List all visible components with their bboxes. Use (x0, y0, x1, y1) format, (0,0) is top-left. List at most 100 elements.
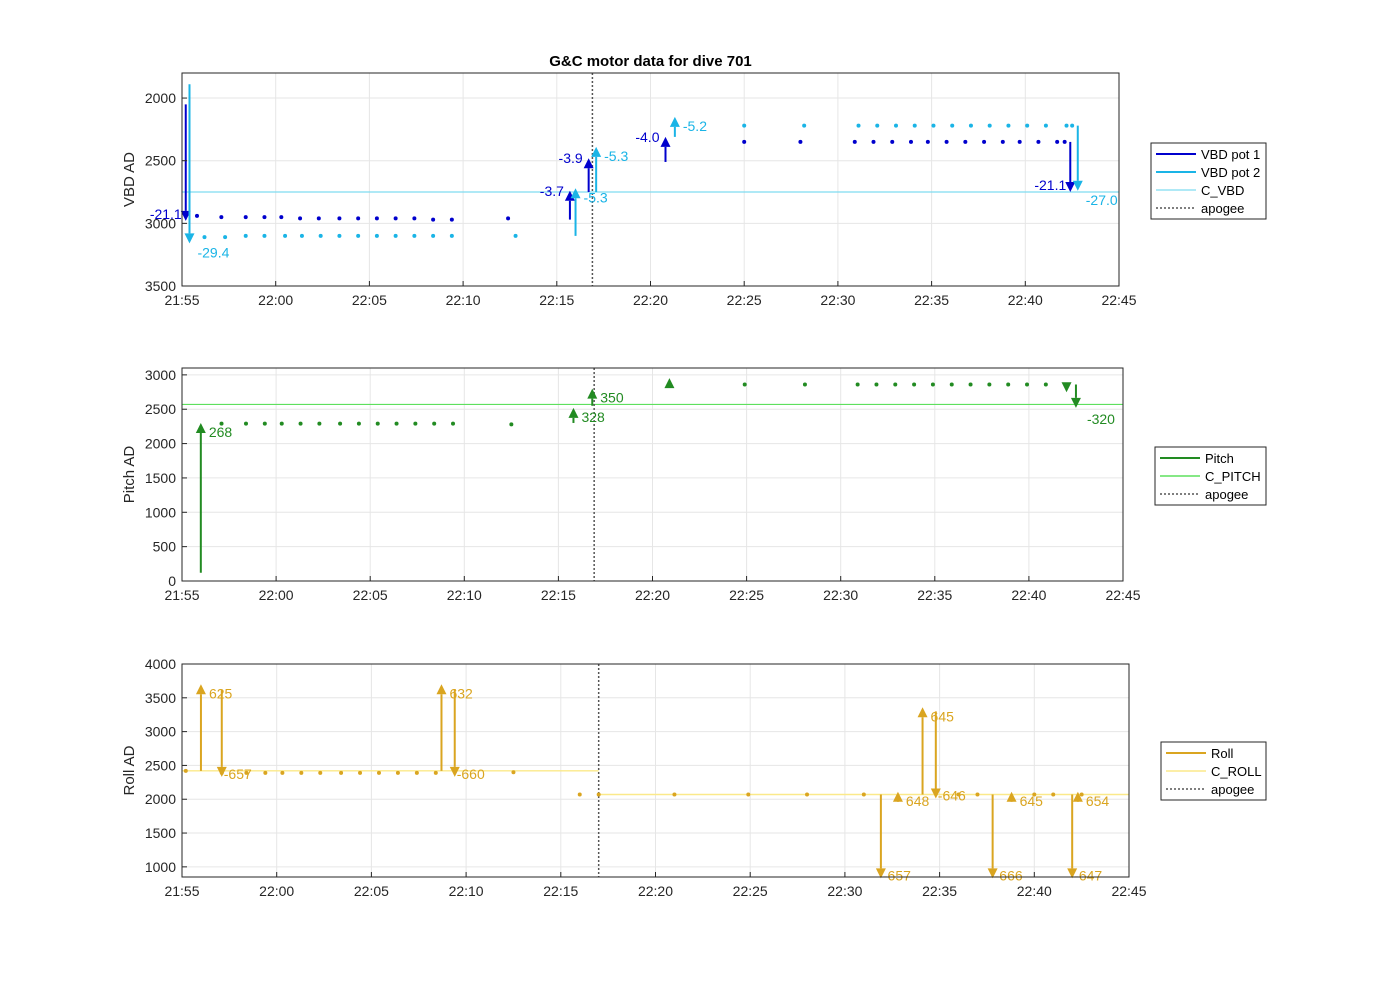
data-point (908, 139, 913, 144)
data-point (194, 213, 199, 218)
data-point (337, 216, 342, 221)
data-point (874, 382, 879, 387)
data-point (855, 382, 860, 387)
legend-entry: apogee (1211, 782, 1254, 797)
y-tick-label: 1000 (145, 504, 176, 520)
move-label: 350 (600, 390, 624, 406)
legend-entry: C_VBD (1201, 183, 1244, 198)
x-tick-label: 22:20 (633, 292, 668, 308)
y-tick-label: 3000 (145, 367, 176, 383)
data-point (975, 792, 980, 797)
y-tick-label: 3500 (145, 278, 176, 294)
move-label: -29.4 (197, 244, 229, 260)
chart-title: G&C motor data for dive 701 (549, 53, 752, 70)
data-point (1062, 139, 1067, 144)
y-tick-label: 2500 (145, 757, 176, 773)
data-point (449, 217, 454, 222)
move-label: -21.1 (150, 206, 182, 222)
data-point (356, 421, 361, 426)
data-point (802, 382, 807, 387)
data-point (338, 421, 343, 426)
legend-entry: Pitch (1205, 451, 1234, 466)
move-label: -4.0 (635, 129, 659, 145)
move-label: -27.0 (1086, 192, 1118, 208)
data-point (577, 792, 582, 797)
data-point (987, 382, 992, 387)
move-label: 268 (209, 424, 233, 440)
x-tick-label: 22:25 (727, 292, 762, 308)
y-tick-label: 3000 (145, 724, 176, 740)
data-point (925, 139, 930, 144)
data-point (968, 123, 973, 128)
data-point (393, 216, 398, 221)
data-point (852, 139, 857, 144)
data-point (263, 770, 268, 775)
move-arrow-head (917, 707, 928, 718)
panel-1: -21.1 -29.4 -3.7 -5.3 -3.9 -5.3 -4.0 -5.2 -21.1 -… (121, 53, 1267, 308)
data-point (223, 235, 228, 240)
y-axis-label: VBD AD (121, 152, 138, 207)
move-arrow-head (1067, 868, 1078, 879)
move-arrow-head (568, 407, 579, 418)
data-point (279, 421, 284, 426)
data-point (1006, 123, 1011, 128)
move-label: -647 (1074, 867, 1102, 883)
move-label: -3.7 (540, 183, 564, 199)
x-tick-label: 22:45 (1101, 292, 1136, 308)
move-label: 654 (1086, 793, 1110, 809)
move-arrow-head (1065, 182, 1076, 193)
move-arrow-head (1072, 791, 1083, 802)
x-tick-label: 22:40 (1008, 292, 1043, 308)
x-tick-label: 21:55 (164, 587, 199, 603)
move-arrow-head (987, 868, 998, 879)
y-tick-label: 2000 (145, 90, 176, 106)
legend-entry: apogee (1205, 487, 1248, 502)
x-tick-label: 22:30 (823, 587, 858, 603)
move-label: -657 (883, 867, 911, 883)
data-point (861, 792, 866, 797)
data-point (890, 139, 895, 144)
move-arrow-head (875, 868, 886, 879)
data-point (376, 770, 381, 775)
move-arrow-head (184, 233, 195, 244)
data-point (1043, 382, 1048, 387)
x-tick-label: 22:35 (917, 587, 952, 603)
move-label: 625 (209, 685, 233, 701)
data-point (202, 235, 207, 240)
move-arrow-head (660, 136, 671, 147)
x-tick-label: 22:30 (827, 883, 862, 899)
data-point (244, 770, 249, 775)
data-point (433, 770, 438, 775)
data-point (412, 233, 417, 238)
data-point (298, 216, 303, 221)
data-point (856, 123, 861, 128)
y-tick-label: 2500 (145, 401, 176, 417)
data-point (183, 768, 188, 773)
pitch-marker (664, 378, 675, 389)
y-tick-label: 1500 (145, 470, 176, 486)
x-tick-label: 22:30 (820, 292, 855, 308)
pitch-marker (1061, 382, 1072, 393)
move-label: -666 (995, 867, 1023, 883)
data-point (513, 233, 518, 238)
x-tick-label: 22:10 (449, 883, 484, 899)
x-tick-label: 22:20 (638, 883, 673, 899)
move-label: -646 (938, 788, 966, 804)
data-point (1017, 139, 1022, 144)
move-arrow-head (564, 190, 575, 201)
move-label: -5.3 (584, 189, 608, 205)
move-arrow-head (587, 388, 598, 399)
move-label: 645 (1020, 793, 1044, 809)
move-label: -5.2 (683, 118, 707, 134)
data-point (219, 421, 224, 426)
data-point (893, 123, 898, 128)
data-point (262, 233, 267, 238)
data-point (374, 216, 379, 221)
data-point (1070, 123, 1075, 128)
x-tick-label: 22:10 (446, 292, 481, 308)
move-arrow-head (1072, 180, 1083, 191)
panel-2: 268 328 350 -320 21:55 22:00 22:05 22:10 22:15 22… (121, 367, 1267, 603)
data-point (317, 421, 322, 426)
data-point (509, 422, 514, 427)
